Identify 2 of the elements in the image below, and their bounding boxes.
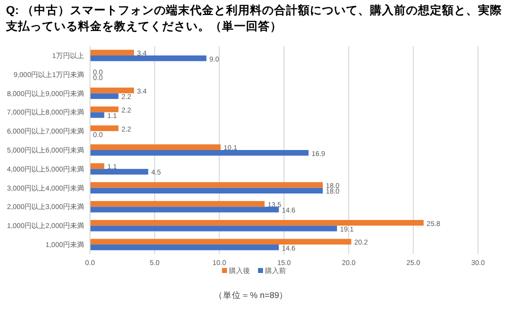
text: （単位＝% n=89） xyxy=(214,290,288,300)
title: Q: （中古）スマートフォンの端末代金と利用料の合計額について、購入前の想定額と、実際支払っている料金を教えてください。（単一回答） xyxy=(6,5,502,33)
